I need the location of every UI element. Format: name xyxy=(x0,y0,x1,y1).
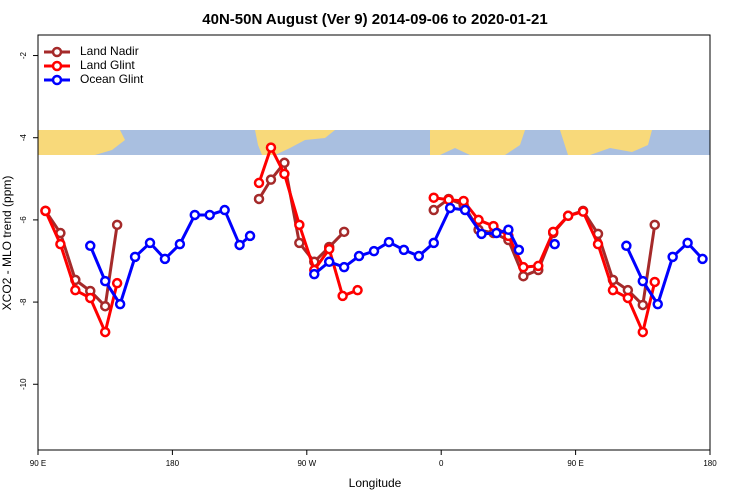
data-point xyxy=(368,245,380,257)
data-point xyxy=(338,226,350,238)
data-point xyxy=(491,227,502,239)
data-point xyxy=(111,277,123,289)
data-point xyxy=(159,253,171,265)
data-point xyxy=(265,142,277,153)
data-point xyxy=(352,284,363,296)
legend-item: Land Nadir xyxy=(44,44,139,58)
data-point xyxy=(622,292,634,304)
data-point xyxy=(265,174,277,185)
data-point xyxy=(174,238,186,250)
data-point xyxy=(323,243,335,255)
data-point xyxy=(607,284,619,296)
data-point xyxy=(503,224,514,236)
legend-marker xyxy=(51,74,63,86)
series-line xyxy=(44,161,657,308)
data-point xyxy=(234,239,245,251)
data-point xyxy=(428,204,439,216)
data-point xyxy=(244,230,256,242)
data-point xyxy=(294,219,305,231)
data-point xyxy=(309,268,320,280)
x-tick-label: 90 E xyxy=(567,459,583,468)
data-point xyxy=(204,209,215,221)
data-point xyxy=(562,210,574,222)
data-point xyxy=(413,250,425,262)
data-point xyxy=(337,290,348,302)
map-band xyxy=(38,130,710,155)
data-point xyxy=(513,244,525,256)
legend-label: Land Nadir xyxy=(80,44,139,58)
data-point xyxy=(667,251,678,263)
data-point xyxy=(383,236,395,248)
legend-marker xyxy=(51,60,63,72)
data-point xyxy=(70,284,81,296)
y-tick-label: -8 xyxy=(19,298,28,306)
data-point xyxy=(459,204,471,216)
data-point xyxy=(398,244,410,256)
data-point xyxy=(279,168,290,180)
data-point xyxy=(637,326,649,338)
data-point xyxy=(533,260,544,272)
data-point xyxy=(353,250,365,262)
data-point xyxy=(99,300,111,312)
data-point xyxy=(85,240,96,252)
data-point xyxy=(649,276,660,288)
data-point xyxy=(473,214,484,226)
data-point xyxy=(547,226,559,238)
data-point xyxy=(99,275,111,287)
data-point xyxy=(323,256,335,268)
data-point xyxy=(111,219,123,231)
x-tick-label: 0 xyxy=(439,459,444,468)
legend-marker xyxy=(51,46,63,58)
data-point xyxy=(338,261,350,273)
plot-frame xyxy=(37,34,711,451)
data-point xyxy=(443,194,454,206)
data-point xyxy=(476,228,487,240)
y-axis-label: XCO2 - MLO trend (ppm) xyxy=(0,176,14,311)
data-point xyxy=(518,261,529,273)
y-tick-label: -6 xyxy=(19,216,28,224)
data-point xyxy=(444,202,456,214)
data-point xyxy=(55,238,66,250)
data-point xyxy=(621,240,632,252)
data-point xyxy=(637,299,649,311)
data-point xyxy=(99,326,111,338)
data-point xyxy=(114,298,126,310)
legend-item: Land Glint xyxy=(44,58,135,72)
y-tick-label: -2 xyxy=(19,51,28,59)
data-point xyxy=(428,237,439,249)
data-point xyxy=(577,206,589,217)
data-point xyxy=(253,177,265,189)
data-point xyxy=(189,209,201,221)
y-tick-label: -10 xyxy=(19,378,28,390)
data-point xyxy=(85,292,96,304)
x-tick-label: 180 xyxy=(703,459,717,468)
data-point xyxy=(129,251,141,263)
data-point xyxy=(253,193,265,205)
legend-label: Ocean Glint xyxy=(80,72,144,86)
data-point xyxy=(294,237,305,249)
data-point xyxy=(637,275,649,287)
data-point xyxy=(219,204,230,216)
data-point xyxy=(144,237,156,249)
x-tick-label: 90 E xyxy=(30,459,46,468)
x-tick-label: 180 xyxy=(166,459,180,468)
data-point xyxy=(549,238,560,250)
legend-label: Land Glint xyxy=(80,58,135,72)
y-tick-label: -4 xyxy=(19,134,28,142)
data-point xyxy=(592,238,604,250)
data-point xyxy=(682,237,693,249)
data-point xyxy=(40,205,51,217)
x-tick-label: 90 W xyxy=(297,459,316,468)
data-point xyxy=(649,219,660,231)
x-axis-label: Longitude xyxy=(349,476,402,490)
data-point xyxy=(518,270,529,282)
data-point xyxy=(652,298,663,310)
data-point xyxy=(458,195,469,207)
data-point xyxy=(697,253,708,265)
legend-item: Ocean Glint xyxy=(44,72,144,86)
chart-title: 40N-50N August (Ver 9) 2014-09-06 to 202… xyxy=(202,11,547,28)
data-point xyxy=(428,192,439,203)
series-line xyxy=(44,146,657,334)
